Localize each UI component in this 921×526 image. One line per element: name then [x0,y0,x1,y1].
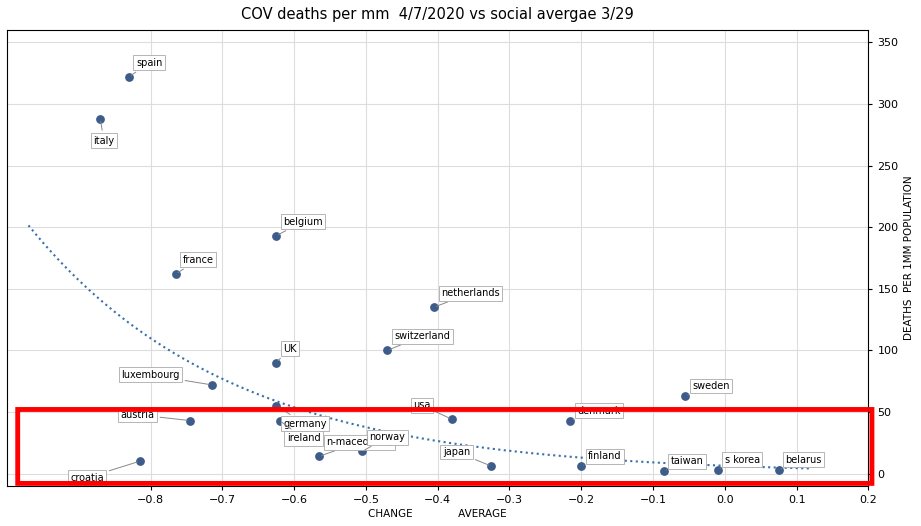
Point [563,417,577,425]
Text: italy: italy [93,122,114,146]
Text: belarus: belarus [781,455,822,469]
Point [380,346,395,355]
Text: taiwan: taiwan [666,456,704,470]
Point [122,73,136,81]
Point [204,381,219,389]
Point [355,447,369,456]
Point [312,452,327,460]
Point [182,417,197,425]
Point [273,417,287,425]
Point [484,462,499,470]
Text: luxembourg: luxembourg [122,370,209,385]
Point [169,270,183,278]
Text: sweden: sweden [688,381,729,395]
Point [710,466,725,474]
Point [678,392,693,400]
Title: COV deaths per mm  4/7/2020 vs social avergae 3/29: COV deaths per mm 4/7/2020 vs social ave… [241,7,634,22]
X-axis label: CHANGE              AVERAGE: CHANGE AVERAGE [368,509,507,519]
Point [574,462,589,470]
Point [657,467,671,476]
Point [426,303,441,311]
Text: france: france [178,255,214,272]
Text: germany: germany [278,407,327,429]
Text: norway: norway [365,432,405,450]
Text: finland: finland [584,451,622,465]
Point [269,231,284,240]
Text: ireland: ireland [282,422,321,443]
Text: spain: spain [132,58,162,75]
Point [771,466,786,474]
Text: belgium: belgium [278,217,322,235]
Text: usa: usa [414,400,449,418]
Point [269,401,284,410]
Text: s korea: s korea [720,455,760,469]
Y-axis label: DEATHS  PER 1MM POPULATION: DEATHS PER 1MM POPULATION [904,176,914,340]
Text: netherlands: netherlands [437,288,499,306]
Text: UK: UK [278,343,297,361]
Point [133,457,147,466]
Text: japan: japan [443,447,489,465]
Text: croatia: croatia [70,462,137,483]
Text: denmark: denmark [573,406,621,420]
Point [269,358,284,367]
Text: austria: austria [121,410,187,420]
Point [445,415,460,423]
Point [93,115,108,123]
Text: switzerland: switzerland [390,331,450,349]
Text: n-macedonia,: n-macedonia, [321,437,393,456]
